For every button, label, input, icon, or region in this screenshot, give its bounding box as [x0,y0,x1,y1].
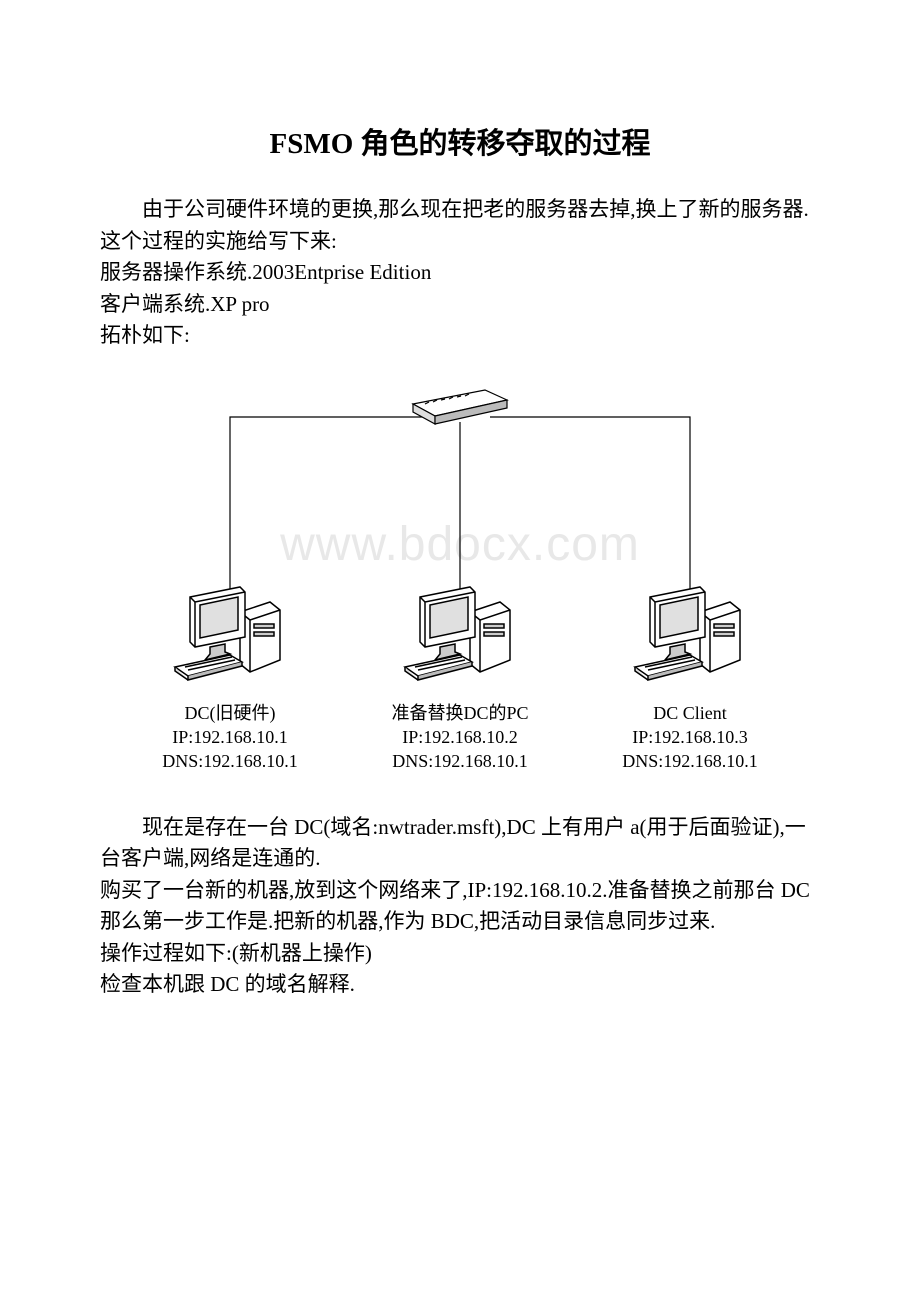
node-dns: DNS:192.168.10.1 [590,749,790,773]
node-title: 准备替换DC的PC [360,701,560,725]
node-dc-old: DC(旧硬件) IP:192.168.10.1 DNS:192.168.10.1 [130,582,330,774]
intro-p2: 这个过程的实施给写下来: [100,226,820,258]
intro-p4: 客户端系统.XP pro [100,289,820,321]
switch-icon [405,382,515,432]
node-ip: IP:192.168.10.3 [590,725,790,749]
computer-icon [400,582,520,692]
node-dc-new: 准备替换DC的PC IP:192.168.10.2 DNS:192.168.10… [360,582,560,774]
node-title: DC Client [590,701,790,725]
body-p1: 现在是存在一台 DC(域名:nwtrader.msft),DC 上有用户 a(用… [100,812,820,875]
node-ip: IP:192.168.10.1 [130,725,330,749]
body-p5: 检查本机跟 DC 的域名解释. [100,969,820,1001]
intro-p3: 服务器操作系统.2003Entprise Edition [100,257,820,289]
body-p4: 操作过程如下:(新机器上操作) [100,938,820,970]
computer-icon [630,582,750,692]
body-p3: 那么第一步工作是.把新的机器,作为 BDC,把活动目录信息同步过来. [100,906,820,938]
node-ip: IP:192.168.10.2 [360,725,560,749]
node-dc-client: DC Client IP:192.168.10.3 DNS:192.168.10… [590,582,790,774]
intro-p5: 拓朴如下: [100,320,820,352]
computer-icon [170,582,290,692]
node-title: DC(旧硬件) [130,701,330,725]
body-p2: 购买了一台新的机器,放到这个网络来了,IP:192.168.10.2.准备替换之… [100,875,820,907]
page-title: FSMO 角色的转移夺取的过程 [100,120,820,162]
network-diagram: www.bdocx.com [100,382,820,782]
node-dns: DNS:192.168.10.1 [130,749,330,773]
intro-p1: 由于公司硬件环境的更换,那么现在把老的服务器去掉,换上了新的服务器. [100,194,820,226]
node-dns: DNS:192.168.10.1 [360,749,560,773]
